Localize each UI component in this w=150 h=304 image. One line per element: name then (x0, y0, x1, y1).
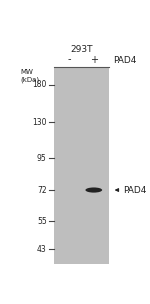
Text: 43: 43 (37, 245, 47, 254)
Text: 130: 130 (32, 118, 47, 126)
Bar (54, 67, 110, 264)
Ellipse shape (85, 188, 102, 193)
Text: -: - (68, 55, 71, 64)
Text: 180: 180 (32, 80, 47, 89)
Text: 72: 72 (37, 185, 47, 195)
Text: 95: 95 (37, 154, 47, 163)
Text: PAD4: PAD4 (113, 56, 136, 64)
Text: 293T: 293T (70, 45, 93, 54)
Text: PAD4: PAD4 (123, 185, 147, 195)
Text: 55: 55 (37, 216, 47, 226)
Text: MW
(kDa): MW (kDa) (20, 69, 39, 83)
Text: +: + (90, 55, 98, 64)
